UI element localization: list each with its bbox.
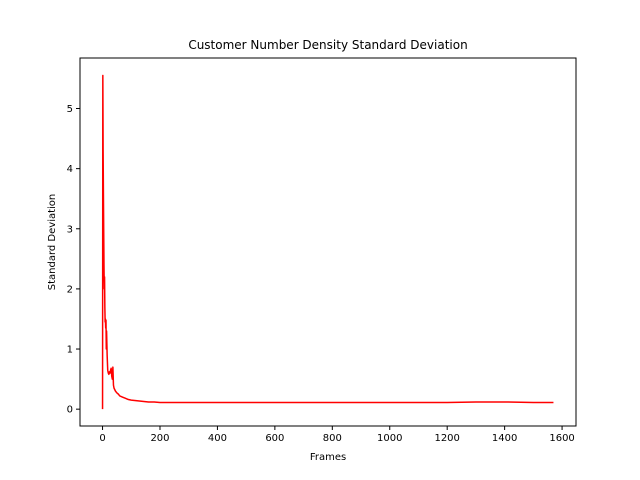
y-axis-label: Standard Deviation [47, 194, 58, 291]
series-line-0 [101, 74, 554, 410]
y-tick-label: 4 [67, 164, 73, 175]
x-tick-label: 600 [265, 433, 284, 444]
x-tick-label: 0 [99, 433, 105, 444]
x-axis: 0 200 400 600 800 1000 1200 1400 1600 [99, 426, 575, 444]
plot-area [101, 74, 554, 410]
y-tick-label: 5 [67, 104, 73, 115]
chart-title: Customer Number Density Standard Deviati… [188, 38, 467, 52]
axes-frame [79, 57, 577, 427]
x-tick-label: 1400 [492, 433, 517, 444]
x-tick-label: 1200 [434, 433, 459, 444]
x-tick-label: 200 [150, 433, 169, 444]
y-tick-label: 3 [67, 224, 73, 235]
y-tick-label: 0 [67, 405, 73, 416]
x-axis-label: Frames [310, 452, 346, 463]
x-tick-label: 800 [323, 433, 342, 444]
y-tick-label: 1 [67, 345, 73, 356]
x-tick-label: 400 [208, 433, 227, 444]
x-tick-label: 1000 [377, 433, 402, 444]
y-tick-label: 2 [67, 284, 73, 295]
y-axis: 0 1 2 3 4 5 [67, 104, 80, 416]
x-tick-label: 1600 [549, 433, 574, 444]
